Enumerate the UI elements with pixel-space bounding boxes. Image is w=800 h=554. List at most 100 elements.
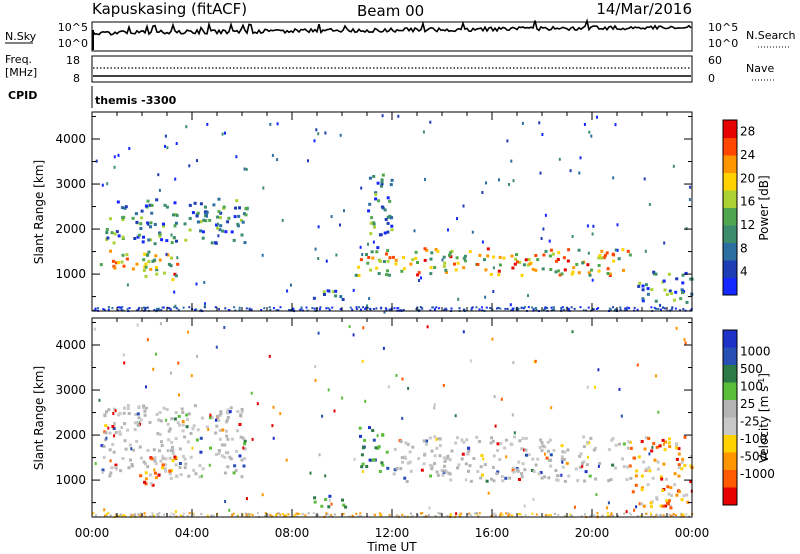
echo-cell <box>359 512 362 515</box>
echo-cell <box>370 458 374 462</box>
echo-cell <box>565 461 569 465</box>
echo-cell <box>593 385 596 389</box>
echo-cell <box>228 455 232 459</box>
echo-cell <box>668 437 671 441</box>
echo-cell <box>539 438 543 442</box>
echo-cell <box>188 203 192 207</box>
echo-cell <box>489 441 493 445</box>
echo-cell <box>628 440 632 444</box>
echo-cell <box>566 448 570 452</box>
echo-cell <box>111 425 115 428</box>
echo-cell <box>691 277 694 281</box>
echo-cell <box>433 403 436 407</box>
echo-cell <box>575 263 579 266</box>
echo-cell <box>464 462 468 466</box>
velocity-colorbar-label: Velocity [m s-1] <box>757 373 771 463</box>
echo-cell <box>264 515 266 518</box>
echo-cell <box>513 262 517 266</box>
date-title: 14/Mar/2016 <box>596 0 692 18</box>
echo-cell <box>542 308 545 311</box>
echo-cell <box>122 514 125 516</box>
echo-cell <box>621 457 624 461</box>
echo-cell <box>150 211 154 215</box>
echo-cell <box>113 421 117 425</box>
echo-cell <box>208 416 212 420</box>
echo-cell <box>317 225 320 229</box>
echo-cell <box>366 261 370 265</box>
echo-cell <box>430 464 434 468</box>
echo-cell <box>147 260 151 264</box>
echo-cell <box>508 476 512 480</box>
echo-cell <box>600 249 604 253</box>
echo-cell <box>188 217 192 220</box>
echo-cell <box>271 424 274 428</box>
echo-cell <box>135 220 139 224</box>
echo-cell <box>200 416 204 420</box>
echo-cell <box>190 374 193 378</box>
echo-cell <box>274 514 277 517</box>
x-tick-label: 00:00 <box>675 526 710 540</box>
echo-cell <box>155 307 158 310</box>
echo-cell <box>506 307 509 310</box>
echo-cell <box>512 179 515 183</box>
echo-cell <box>159 419 163 423</box>
echo-cell <box>481 306 483 309</box>
echo-cell <box>523 306 526 309</box>
echo-cell <box>301 513 304 516</box>
echo-cell <box>447 228 449 232</box>
echo-cell <box>359 308 362 311</box>
echo-cell <box>586 263 590 267</box>
colorbar-tick-label: -100 <box>740 432 767 446</box>
echo-cell <box>531 512 534 515</box>
echo-cell <box>313 496 317 500</box>
echo-cell <box>199 450 203 454</box>
echo-cell <box>361 462 365 466</box>
echo-cell <box>578 465 582 469</box>
echo-cell <box>675 493 679 497</box>
echo-cell <box>683 338 686 342</box>
echo-cell <box>263 307 266 310</box>
echo-cell <box>505 512 507 515</box>
echo-cell <box>456 436 459 440</box>
echo-cell <box>457 297 460 301</box>
echo-cell <box>169 476 173 480</box>
echo-cell <box>174 221 178 225</box>
echo-cell <box>311 307 314 309</box>
echo-cell <box>157 473 161 477</box>
echo-cell <box>360 465 364 469</box>
echo-cell <box>171 278 175 282</box>
echo-cell <box>508 183 510 186</box>
echo-cell <box>113 155 116 159</box>
echo-cell <box>634 474 638 478</box>
echo-cell <box>434 248 438 251</box>
echo-cell <box>218 228 222 232</box>
echo-cell <box>139 227 143 230</box>
echo-cell <box>628 512 631 515</box>
echo-cell <box>122 215 126 219</box>
echo-cell <box>402 267 406 271</box>
echo-cell <box>131 448 135 452</box>
echo-cell <box>191 211 195 215</box>
echo-cell <box>144 262 148 266</box>
echo-cell <box>652 272 656 276</box>
echo-cell <box>383 231 387 235</box>
echo-cell <box>296 515 299 518</box>
echo-cell <box>449 514 452 517</box>
echo-cell <box>218 429 222 432</box>
echo-cell <box>217 419 221 422</box>
echo-cell <box>462 256 466 260</box>
echo-cell <box>157 514 160 517</box>
echo-cell <box>227 309 230 312</box>
echo-cell <box>225 434 229 438</box>
echo-cell <box>348 325 351 329</box>
echo-cell <box>170 233 173 237</box>
echo-cell <box>547 514 550 517</box>
echo-cell <box>561 460 564 464</box>
echo-cell <box>437 512 440 515</box>
echo-cell <box>184 238 188 242</box>
echo-cell <box>561 465 565 469</box>
echo-cell <box>199 202 203 206</box>
echo-cell <box>594 446 598 450</box>
